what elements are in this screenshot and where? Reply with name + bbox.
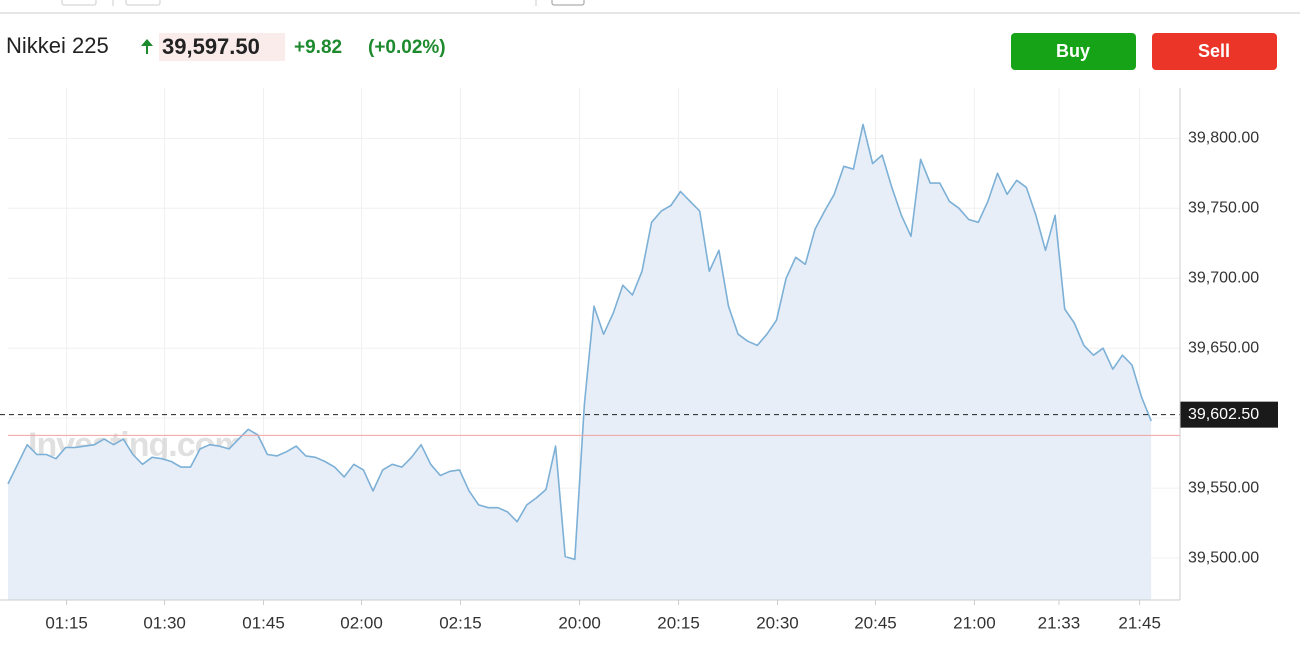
price-marker-label: 39,602.50 <box>1188 406 1259 423</box>
instrument-name: Nikkei 225 <box>6 33 109 58</box>
price-change-percent: (+0.02%) <box>368 37 446 58</box>
y-tick-label: 39,500.00 <box>1188 549 1259 566</box>
x-tick-label: 21:45 <box>1118 613 1161 632</box>
area-fill <box>8 124 1152 601</box>
x-tick-label: 01:30 <box>143 613 186 632</box>
y-tick-label: 39,550.00 <box>1188 479 1259 496</box>
price-marker-box <box>1180 401 1278 428</box>
x-tick-label: 02:15 <box>439 613 482 632</box>
x-tick-label: 01:45 <box>242 613 285 632</box>
buy-button-bg[interactable] <box>1011 33 1136 70</box>
y-tick-label: 39,650.00 <box>1188 339 1259 356</box>
y-tick-label: 39,800.00 <box>1188 130 1259 147</box>
sell-button-bg[interactable] <box>1152 33 1277 70</box>
last-price: 39,597.50 <box>162 34 260 59</box>
buy-label[interactable]: Buy <box>1056 41 1090 61</box>
x-tick-label: 02:00 <box>340 613 383 632</box>
x-tick-label: 21:00 <box>953 613 996 632</box>
up-arrow <box>141 39 153 54</box>
x-tick-label: 20:00 <box>558 613 601 632</box>
y-tick-label: 39,700.00 <box>1188 269 1259 286</box>
x-tick-label: 20:30 <box>756 613 799 632</box>
x-tick-label: 20:45 <box>854 613 897 632</box>
sell-button[interactable]: Sell <box>1152 33 1277 70</box>
sell-label[interactable]: Sell <box>1198 41 1230 61</box>
buy-button[interactable]: Buy <box>1011 33 1136 70</box>
toolbar-button[interactable] <box>61 0 97 6</box>
x-tick-label: 20:15 <box>657 613 700 632</box>
price-line <box>7 123 1152 561</box>
price-change: +9.82 <box>294 37 342 58</box>
x-tick-label: 21:33 <box>1038 613 1081 632</box>
x-tick-label: 01:15 <box>45 613 88 632</box>
price-highlight <box>159 33 285 61</box>
toolbar-button[interactable] <box>551 0 585 6</box>
y-tick-label: 39,750.00 <box>1188 200 1259 217</box>
toolbar <box>0 0 1300 14</box>
toolbar-button[interactable] <box>125 0 161 6</box>
